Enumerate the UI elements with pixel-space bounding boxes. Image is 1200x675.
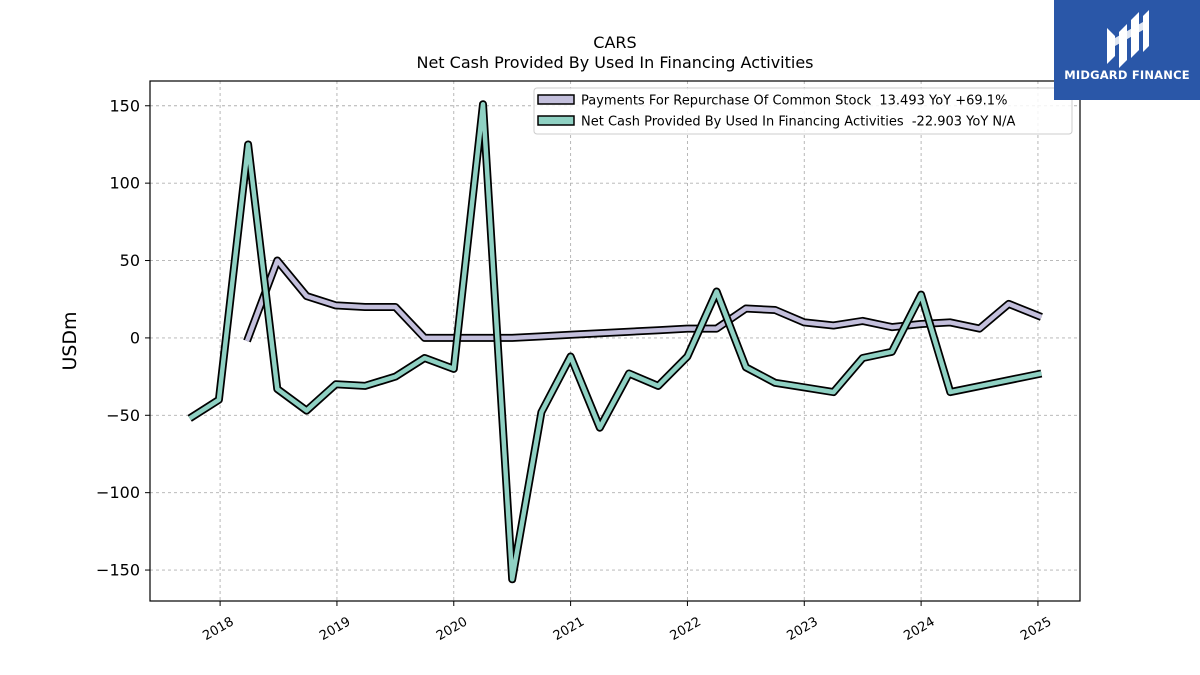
chart-title: CARS [593, 33, 636, 52]
legend-swatch-repurchase [537, 94, 575, 105]
legend-box [533, 87, 1073, 135]
y-tick-label: −100 [96, 483, 140, 502]
legend-label-financing: Net Cash Provided By Used In Financing A… [581, 115, 1016, 130]
y-tick-label: 100 [109, 174, 140, 193]
series-lines [187, 100, 1043, 584]
y-tick-label: −150 [96, 561, 140, 580]
y-axis: −150 −100 −50 0 50 100 150 [96, 96, 150, 580]
y-tick-label: 50 [120, 251, 140, 270]
y-axis-label: USDm [59, 311, 81, 370]
brand-logo: MIDGARD FINANCE [1054, 0, 1200, 100]
midgard-logo-icon [1107, 10, 1149, 68]
legend-swatch-financing [537, 115, 575, 126]
legend-label-repurchase: Payments For Repurchase Of Common Stock … [581, 94, 1007, 109]
chart-subtitle: Net Cash Provided By Used In Financing A… [416, 53, 813, 72]
y-tick-label: 0 [130, 328, 140, 347]
y-tick-label: −50 [106, 406, 140, 425]
y-tick-label: 150 [109, 96, 140, 115]
plot-area [149, 80, 1081, 602]
series-line-financing [188, 101, 1042, 582]
brand-name: MIDGARD FINANCE [1064, 68, 1190, 82]
legend: Payments For Repurchase Of Common Stock … [533, 87, 1073, 135]
